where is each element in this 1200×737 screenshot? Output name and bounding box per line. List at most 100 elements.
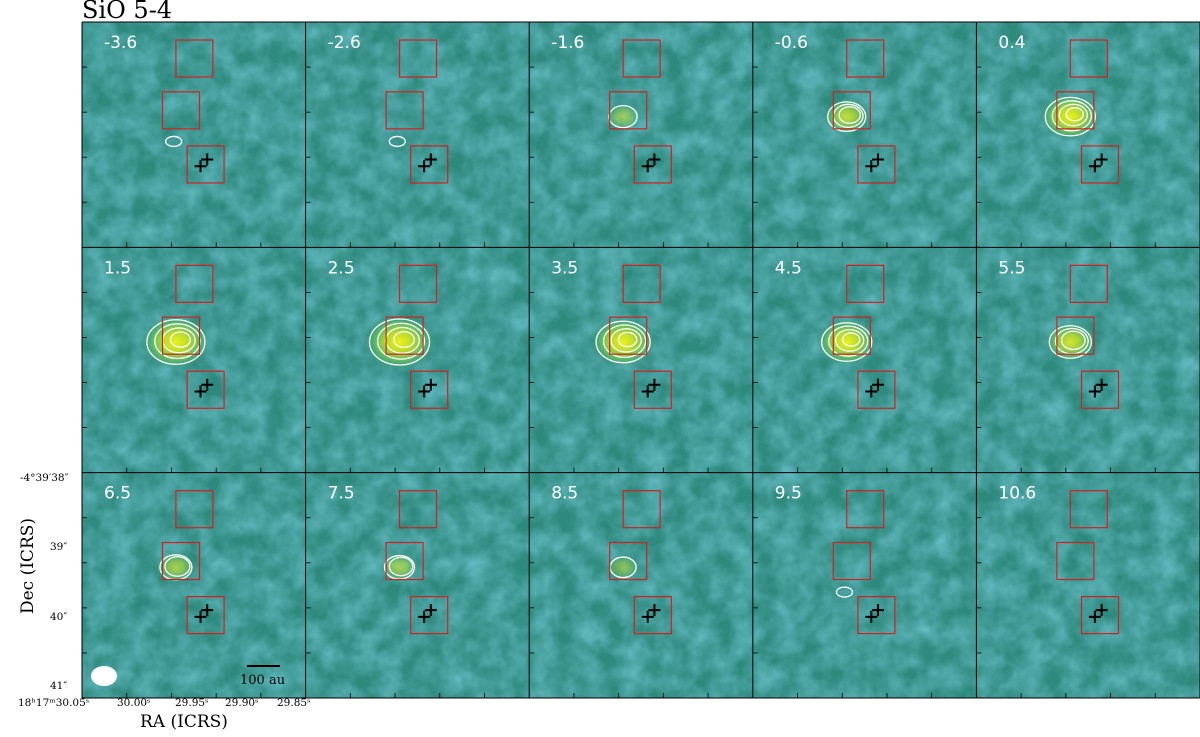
channel-panel: -0.6 bbox=[752, 22, 977, 248]
contour-line bbox=[368, 318, 431, 366]
channel-panel: 7.5 bbox=[305, 472, 530, 698]
region-box bbox=[186, 595, 225, 635]
region-box bbox=[622, 490, 661, 529]
y-axis-label: Dec (ICRS) bbox=[18, 517, 38, 615]
region-box bbox=[622, 39, 661, 78]
region-box bbox=[410, 595, 449, 635]
region-box bbox=[633, 145, 672, 184]
x-tick-label: 29.85ˢ bbox=[277, 697, 311, 709]
velocity-label: -0.6 bbox=[775, 33, 808, 53]
contour-line bbox=[1065, 107, 1084, 122]
velocity-label: 5.5 bbox=[998, 258, 1025, 278]
region-box bbox=[398, 490, 438, 529]
region-box bbox=[609, 541, 648, 581]
channel-panel: 1.5 bbox=[82, 247, 306, 473]
source-marker bbox=[1095, 378, 1108, 391]
source-marker bbox=[648, 378, 661, 391]
region-box bbox=[385, 541, 424, 581]
y-tick-label: 39″ bbox=[50, 541, 68, 553]
figure-title: SiO 5-4 bbox=[82, 0, 173, 24]
velocity-label: 7.5 bbox=[328, 484, 355, 504]
region-box bbox=[161, 316, 201, 355]
channel-panel: -2.6 bbox=[305, 22, 530, 248]
x-tick-label: 18ʰ17ᵐ30.05ˢ bbox=[18, 697, 90, 709]
velocity-label: 6.5 bbox=[104, 484, 131, 504]
velocity-label: 1.5 bbox=[104, 258, 131, 278]
panel-noise bbox=[752, 22, 977, 248]
channel-panel: 3.5 bbox=[529, 247, 753, 473]
region-box bbox=[161, 541, 201, 581]
region-box bbox=[175, 39, 214, 78]
region-box bbox=[1056, 316, 1095, 355]
contour-line bbox=[165, 135, 183, 148]
region-box bbox=[410, 370, 449, 409]
region-box bbox=[1056, 541, 1095, 581]
channel-panel: -3.6 bbox=[82, 22, 306, 248]
contour-line bbox=[835, 328, 865, 352]
contour-line bbox=[169, 331, 191, 348]
velocity-label: -2.6 bbox=[328, 33, 361, 53]
contour-line bbox=[164, 556, 191, 577]
source-marker bbox=[201, 378, 214, 391]
source-marker bbox=[872, 153, 885, 166]
region-box bbox=[609, 91, 648, 130]
channel-panel: -1.6 bbox=[529, 22, 753, 248]
region-box bbox=[832, 91, 871, 130]
velocity-label: 9.5 bbox=[775, 484, 802, 504]
region-box bbox=[398, 264, 438, 303]
y-tick-label: -4°39′38″ bbox=[20, 472, 69, 484]
region-box bbox=[622, 264, 661, 303]
region-box bbox=[1069, 39, 1108, 78]
region-box bbox=[161, 91, 201, 130]
source-marker bbox=[641, 385, 654, 398]
region-box bbox=[1069, 490, 1108, 529]
region-box bbox=[385, 316, 424, 355]
contour-line bbox=[827, 101, 867, 133]
contour-line bbox=[388, 135, 406, 148]
panel-noise bbox=[529, 472, 753, 698]
source-marker bbox=[424, 604, 437, 617]
region-box bbox=[846, 490, 885, 529]
panel-noise bbox=[752, 472, 977, 698]
beam-ellipse bbox=[91, 666, 117, 686]
region-box bbox=[832, 541, 871, 581]
contour-line bbox=[842, 332, 861, 347]
panel-noise bbox=[976, 247, 1200, 473]
velocity-label: 2.5 bbox=[328, 258, 355, 278]
panel-noise bbox=[529, 22, 753, 248]
source-marker bbox=[641, 160, 654, 173]
velocity-label: 10.6 bbox=[998, 484, 1036, 504]
region-box bbox=[609, 316, 648, 355]
velocity-label: -3.6 bbox=[104, 33, 137, 53]
region-box bbox=[832, 316, 871, 355]
panel-noise bbox=[82, 472, 306, 698]
source-marker bbox=[865, 385, 878, 398]
source-marker bbox=[194, 610, 207, 623]
source-marker bbox=[648, 153, 661, 166]
emission-blob bbox=[604, 102, 642, 132]
scalebar-label: 100 au bbox=[240, 673, 285, 688]
contour-line bbox=[1051, 100, 1092, 132]
contour-line bbox=[610, 328, 642, 353]
velocity-label: 3.5 bbox=[551, 258, 578, 278]
source-marker bbox=[1088, 160, 1101, 173]
channel-panel: 8.5 bbox=[529, 472, 753, 698]
region-box bbox=[857, 145, 896, 184]
source-marker bbox=[424, 378, 437, 391]
channel-panel: 2.5 bbox=[305, 247, 530, 473]
channel-panel: 0.4 bbox=[976, 22, 1200, 248]
region-box bbox=[410, 145, 449, 184]
contour-line bbox=[828, 325, 869, 357]
contour-line bbox=[617, 331, 638, 348]
y-tick-label: 40″ bbox=[50, 611, 68, 623]
panel-noise bbox=[305, 22, 530, 248]
source-marker bbox=[201, 153, 214, 166]
contour-line bbox=[821, 322, 873, 362]
region-box bbox=[633, 370, 672, 409]
source-marker bbox=[418, 160, 431, 173]
region-box bbox=[1056, 91, 1095, 130]
contour-line bbox=[838, 106, 862, 124]
contour-line bbox=[602, 324, 647, 359]
region-box bbox=[857, 595, 896, 635]
